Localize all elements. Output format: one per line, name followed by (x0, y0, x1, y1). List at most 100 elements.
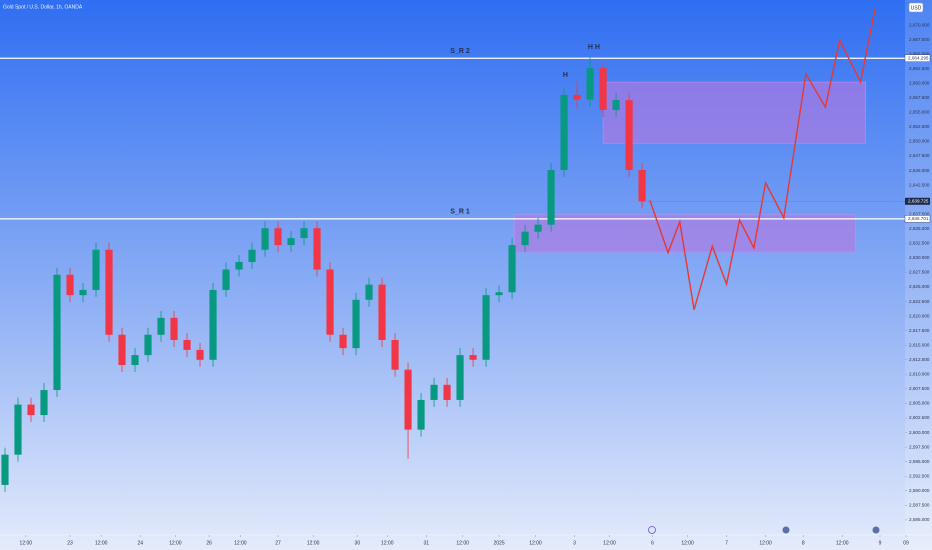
x-tick-label: 12:00 (381, 540, 394, 546)
x-tick-label: 12:00 (95, 540, 108, 546)
candle-body (300, 228, 308, 239)
event-icon[interactable] (648, 526, 656, 534)
candle-body (248, 249, 256, 262)
x-tick-label: 26 (206, 540, 212, 546)
candle-body (547, 169, 555, 225)
y-tick-label: 2,585.000 (909, 517, 930, 522)
y-tick-label: 2,597.500 (909, 444, 930, 449)
projection-line (649, 9, 876, 310)
candle-body (339, 334, 347, 349)
last-price-tag (905, 197, 930, 205)
x-tick-label: 09 (903, 540, 909, 546)
candle-body (443, 384, 451, 400)
candle-body (352, 299, 360, 349)
y-tick-label: 2,627.500 (909, 270, 930, 275)
level-name: S_R 2 (450, 48, 470, 55)
y-tick-label: 2,610.000 (909, 372, 930, 377)
y-tick-label: 2,667.500 (909, 37, 930, 42)
candle-body (638, 169, 646, 202)
candle-body (274, 228, 282, 246)
candle-body (144, 334, 152, 356)
y-tick-label: 2,612.500 (909, 357, 930, 362)
candle-body (313, 228, 321, 270)
candle-body (508, 245, 516, 293)
zone (514, 214, 856, 253)
candle-body (92, 249, 100, 290)
event-icon[interactable] (782, 526, 790, 534)
y-tick-label: 2,637.500 (909, 211, 930, 216)
y-tick-label: 2,620.000 (909, 313, 930, 318)
candle-body (456, 355, 464, 400)
x-tick-label: 30 (355, 540, 361, 546)
y-tick-label: 2,600.000 (909, 430, 930, 435)
candle-body (196, 349, 204, 360)
candle-body (66, 274, 74, 296)
x-tick-label: 12:00 (234, 540, 247, 546)
candle-body (521, 231, 529, 246)
candle-body (27, 404, 35, 416)
last-price-label: 2,639.725 (908, 198, 929, 203)
y-tick-label: 2,665.000 (909, 51, 930, 56)
y-tick-label: 2,655.000 (909, 110, 930, 115)
y-tick-label: 2,605.000 (909, 401, 930, 406)
candle-body (118, 334, 126, 366)
level-tag (904, 215, 931, 223)
x-tick-label: 31 (423, 540, 429, 546)
y-tick-label: 2,592.500 (909, 473, 930, 478)
candle-body (625, 100, 633, 170)
y-tick-label: 2,650.000 (909, 139, 930, 144)
candle-body (287, 238, 295, 246)
y-tick-label: 2,590.000 (909, 488, 930, 493)
candle-body (612, 100, 620, 111)
y-tick-label: 2,607.500 (909, 386, 930, 391)
y-tick-label: 2,595.000 (909, 459, 930, 464)
event-icon[interactable] (872, 526, 880, 534)
candle-body (222, 269, 230, 290)
y-tick-label: 2,657.500 (909, 95, 930, 100)
candle-body (14, 404, 22, 455)
x-tick-label: 12:00 (603, 540, 616, 546)
x-tick-label: 7 (725, 540, 728, 546)
candle-body (131, 355, 139, 366)
level-label: 2,664.295 (908, 55, 929, 60)
candle-body (417, 399, 425, 430)
candle-body (534, 224, 542, 232)
x-tick-label: 8 (802, 540, 805, 546)
candle-body (157, 317, 165, 335)
y-tick-label: 2,635.000 (909, 226, 930, 231)
candle-body (183, 339, 191, 350)
candle-body (404, 369, 412, 430)
x-tick-label: 2025 (493, 540, 504, 546)
candle-body (170, 317, 178, 340)
y-tick-label: 2,632.500 (909, 241, 930, 246)
y-tick-label: 2,602.500 (909, 415, 930, 420)
x-tick-label: 12:00 (529, 540, 542, 546)
y-tick-label: 2,630.000 (909, 255, 930, 260)
y-tick-label: 2,617.500 (909, 328, 930, 333)
candle-body (560, 94, 568, 170)
x-tick-label: 12:00 (307, 540, 320, 546)
candle-body (391, 339, 399, 370)
y-tick-label: 2,660.000 (909, 80, 930, 85)
level-label: 2,636.701 (908, 216, 929, 221)
x-tick-label: 3 (573, 540, 576, 546)
y-tick-label: 2,662.500 (909, 66, 930, 71)
x-tick-label: 12:00 (759, 540, 772, 546)
x-tick-label: 12:00 (456, 540, 469, 546)
candle-body (261, 228, 269, 250)
zone (602, 81, 866, 144)
x-tick-label: 27 (275, 540, 281, 546)
candle-body (40, 390, 48, 416)
annotation: H H (588, 44, 600, 51)
candle-body (79, 289, 87, 296)
y-tick-label: 2,587.500 (909, 503, 930, 508)
price-axis (905, 0, 932, 550)
candle-body (573, 94, 581, 100)
x-tick-label: 23 (67, 540, 73, 546)
y-tick-label: 2,652.500 (909, 124, 930, 129)
candle-body (105, 249, 113, 335)
currency-box (908, 2, 924, 13)
plot: 2,670.000 2,667.500 2,665.000 2,662.500 2,66… (0, 9, 931, 546)
currency: USD (911, 5, 922, 11)
